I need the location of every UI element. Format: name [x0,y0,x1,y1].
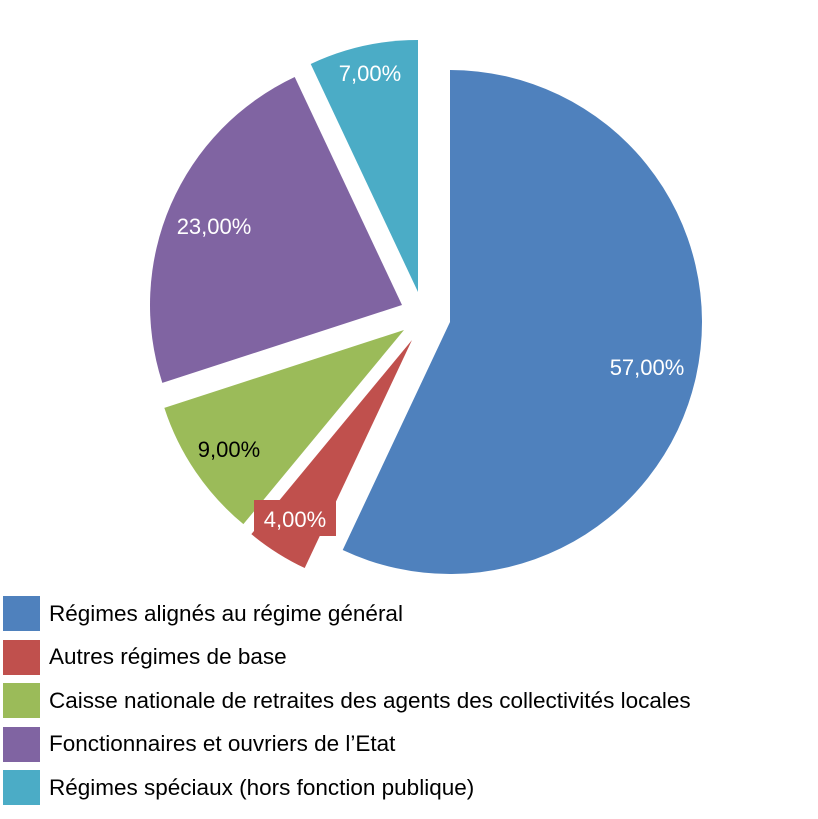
data-label: 23,00% [177,214,252,239]
data-label: 7,00% [339,61,401,86]
data-label-background [254,500,336,536]
data-label: 57,00% [610,355,685,380]
pie-slice [150,76,402,383]
pie-slice [164,330,404,525]
legend-swatch [3,726,40,762]
legend-item: Caisse nationale de retraites des agents… [3,679,691,723]
legend-item: Régimes spéciaux (hors fonction publique… [3,766,691,810]
pie-slice [310,40,418,292]
legend-item: Autres régimes de base [3,636,691,680]
data-label: 4,00% [264,507,326,532]
legend: Régimes alignés au régime général Autres… [3,592,691,810]
legend-label: Régimes alignés au régime général [49,600,403,626]
legend-label: Caisse nationale de retraites des agents… [49,687,691,713]
legend-label: Autres régimes de base [49,644,287,670]
legend-swatch [3,683,40,719]
data-label: 9,00% [198,437,260,462]
legend-swatch [3,596,40,632]
legend-swatch [3,639,40,675]
legend-label: Fonctionnaires et ouvriers de l’Etat [49,731,396,757]
legend-item: Régimes alignés au régime général [3,592,691,636]
legend-label: Régimes spéciaux (hors fonction publique… [49,774,475,800]
legend-swatch [3,770,40,806]
legend-item: Fonctionnaires et ouvriers de l’Etat [3,723,691,767]
pie-slice [342,70,702,575]
pie-chart: 57,00% 4,00% 9,00% 23,00% 7,00% [150,40,702,575]
